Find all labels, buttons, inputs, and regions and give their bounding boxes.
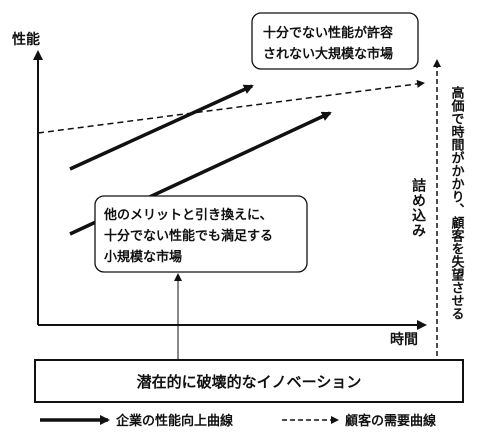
x-axis-label: 時間 — [390, 331, 418, 348]
disruptive-innovation-label: 潜在的に破壊的なイノベーション — [137, 373, 362, 391]
cramming-label: 詰め込み — [410, 177, 426, 238]
callout-large-market-line2: されない大規模な市場 — [263, 46, 393, 62]
callout-small-market-line2: 十分でない性能でも満足する — [104, 228, 273, 244]
callout-large-market-line1: 十分でない性能が許容 — [263, 25, 393, 41]
customer-demand-curve — [37, 79, 425, 134]
callout-small-market — [94, 195, 308, 273]
y-axis-label: 性能 — [12, 31, 40, 48]
customer-loss-label: 高価で時間がかかり、顧客を失望させる — [449, 85, 466, 320]
legend-dashed-label: 顧客の需要曲線 — [345, 413, 437, 429]
performance-curve-upper — [69, 84, 254, 171]
legend-solid-label: 企業の性能向上曲線 — [115, 413, 234, 429]
callout-small-market-line3: 小規模な市場 — [104, 249, 182, 265]
callout-small-market-line1: 他のメリットと引き換えに、 — [103, 207, 273, 223]
callout-large-market — [251, 12, 419, 70]
disruptive-innovation-box — [34, 359, 464, 403]
